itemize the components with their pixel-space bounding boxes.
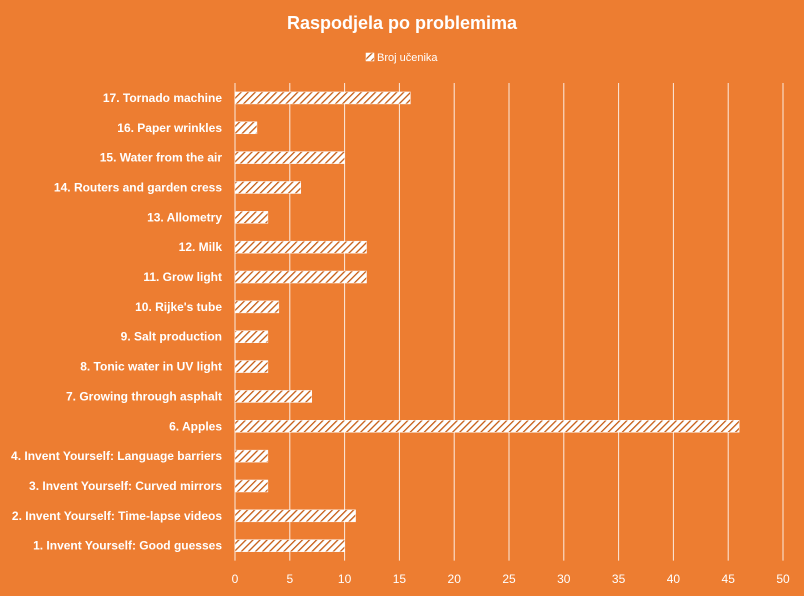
- x-tick-label: 25: [502, 572, 516, 586]
- category-label: 6. Apples: [169, 419, 222, 433]
- x-tick-label: 0: [232, 572, 239, 586]
- x-tick-label: 30: [557, 572, 571, 586]
- bar: [234, 181, 302, 194]
- category-label: 14. Routers and garden cress: [54, 180, 222, 194]
- bar: [234, 211, 269, 224]
- x-tick-label: 20: [448, 572, 462, 586]
- bar: [234, 240, 367, 254]
- bar: [234, 539, 345, 552]
- bar: [234, 151, 345, 164]
- bar: [234, 330, 269, 343]
- x-axis-tick-labels: 0 5 10 15 20 25 30 35 40 45 50: [232, 572, 790, 586]
- category-label: 2. Invent Yourself: Time-lapse videos: [12, 509, 222, 523]
- category-label: 16. Paper wrinkles: [117, 121, 222, 135]
- category-label: 12. Milk: [179, 240, 223, 254]
- category-label: 9. Salt production: [121, 330, 222, 344]
- category-label: 8. Tonic water in UV light: [80, 360, 222, 374]
- bar: [234, 420, 740, 433]
- x-tick-label: 15: [393, 572, 407, 586]
- bar: [234, 300, 280, 314]
- bar: [234, 270, 367, 284]
- category-labels: 17. Tornado machine 16. Paper wrinkles 15.…: [11, 91, 222, 553]
- bar: [234, 449, 269, 463]
- category-label: 11. Grow light: [143, 270, 222, 284]
- bar: [234, 91, 411, 105]
- x-tick-label: 10: [338, 572, 352, 586]
- bar: [234, 390, 312, 403]
- chart-title: Raspodjela po problemima: [287, 13, 518, 33]
- category-label: 13. Allometry: [147, 210, 222, 224]
- x-tick-label: 50: [776, 572, 790, 586]
- bar: [234, 509, 356, 523]
- category-label: 7. Growing through asphalt: [66, 389, 222, 403]
- bar: [234, 121, 258, 135]
- category-label: 17. Tornado machine: [103, 91, 222, 105]
- category-label: 15. Water from the air: [100, 151, 223, 165]
- legend-label: Broj učenika: [377, 52, 438, 64]
- category-label: 10. Rijke's tube: [135, 300, 222, 314]
- x-tick-label: 5: [286, 572, 293, 586]
- category-label: 1. Invent Yourself: Good guesses: [33, 539, 222, 553]
- bars: [234, 91, 740, 552]
- legend-swatch: [365, 52, 375, 62]
- bar: [234, 360, 269, 373]
- x-tick-label: 35: [612, 572, 626, 586]
- bar: [234, 479, 269, 493]
- x-tick-label: 45: [722, 572, 736, 586]
- x-tick-label: 40: [667, 572, 681, 586]
- legend: Broj učenika: [365, 52, 438, 64]
- category-label: 4. Invent Yourself: Language barriers: [11, 449, 222, 463]
- category-label: 3. Invent Yourself: Curved mirrors: [29, 479, 222, 493]
